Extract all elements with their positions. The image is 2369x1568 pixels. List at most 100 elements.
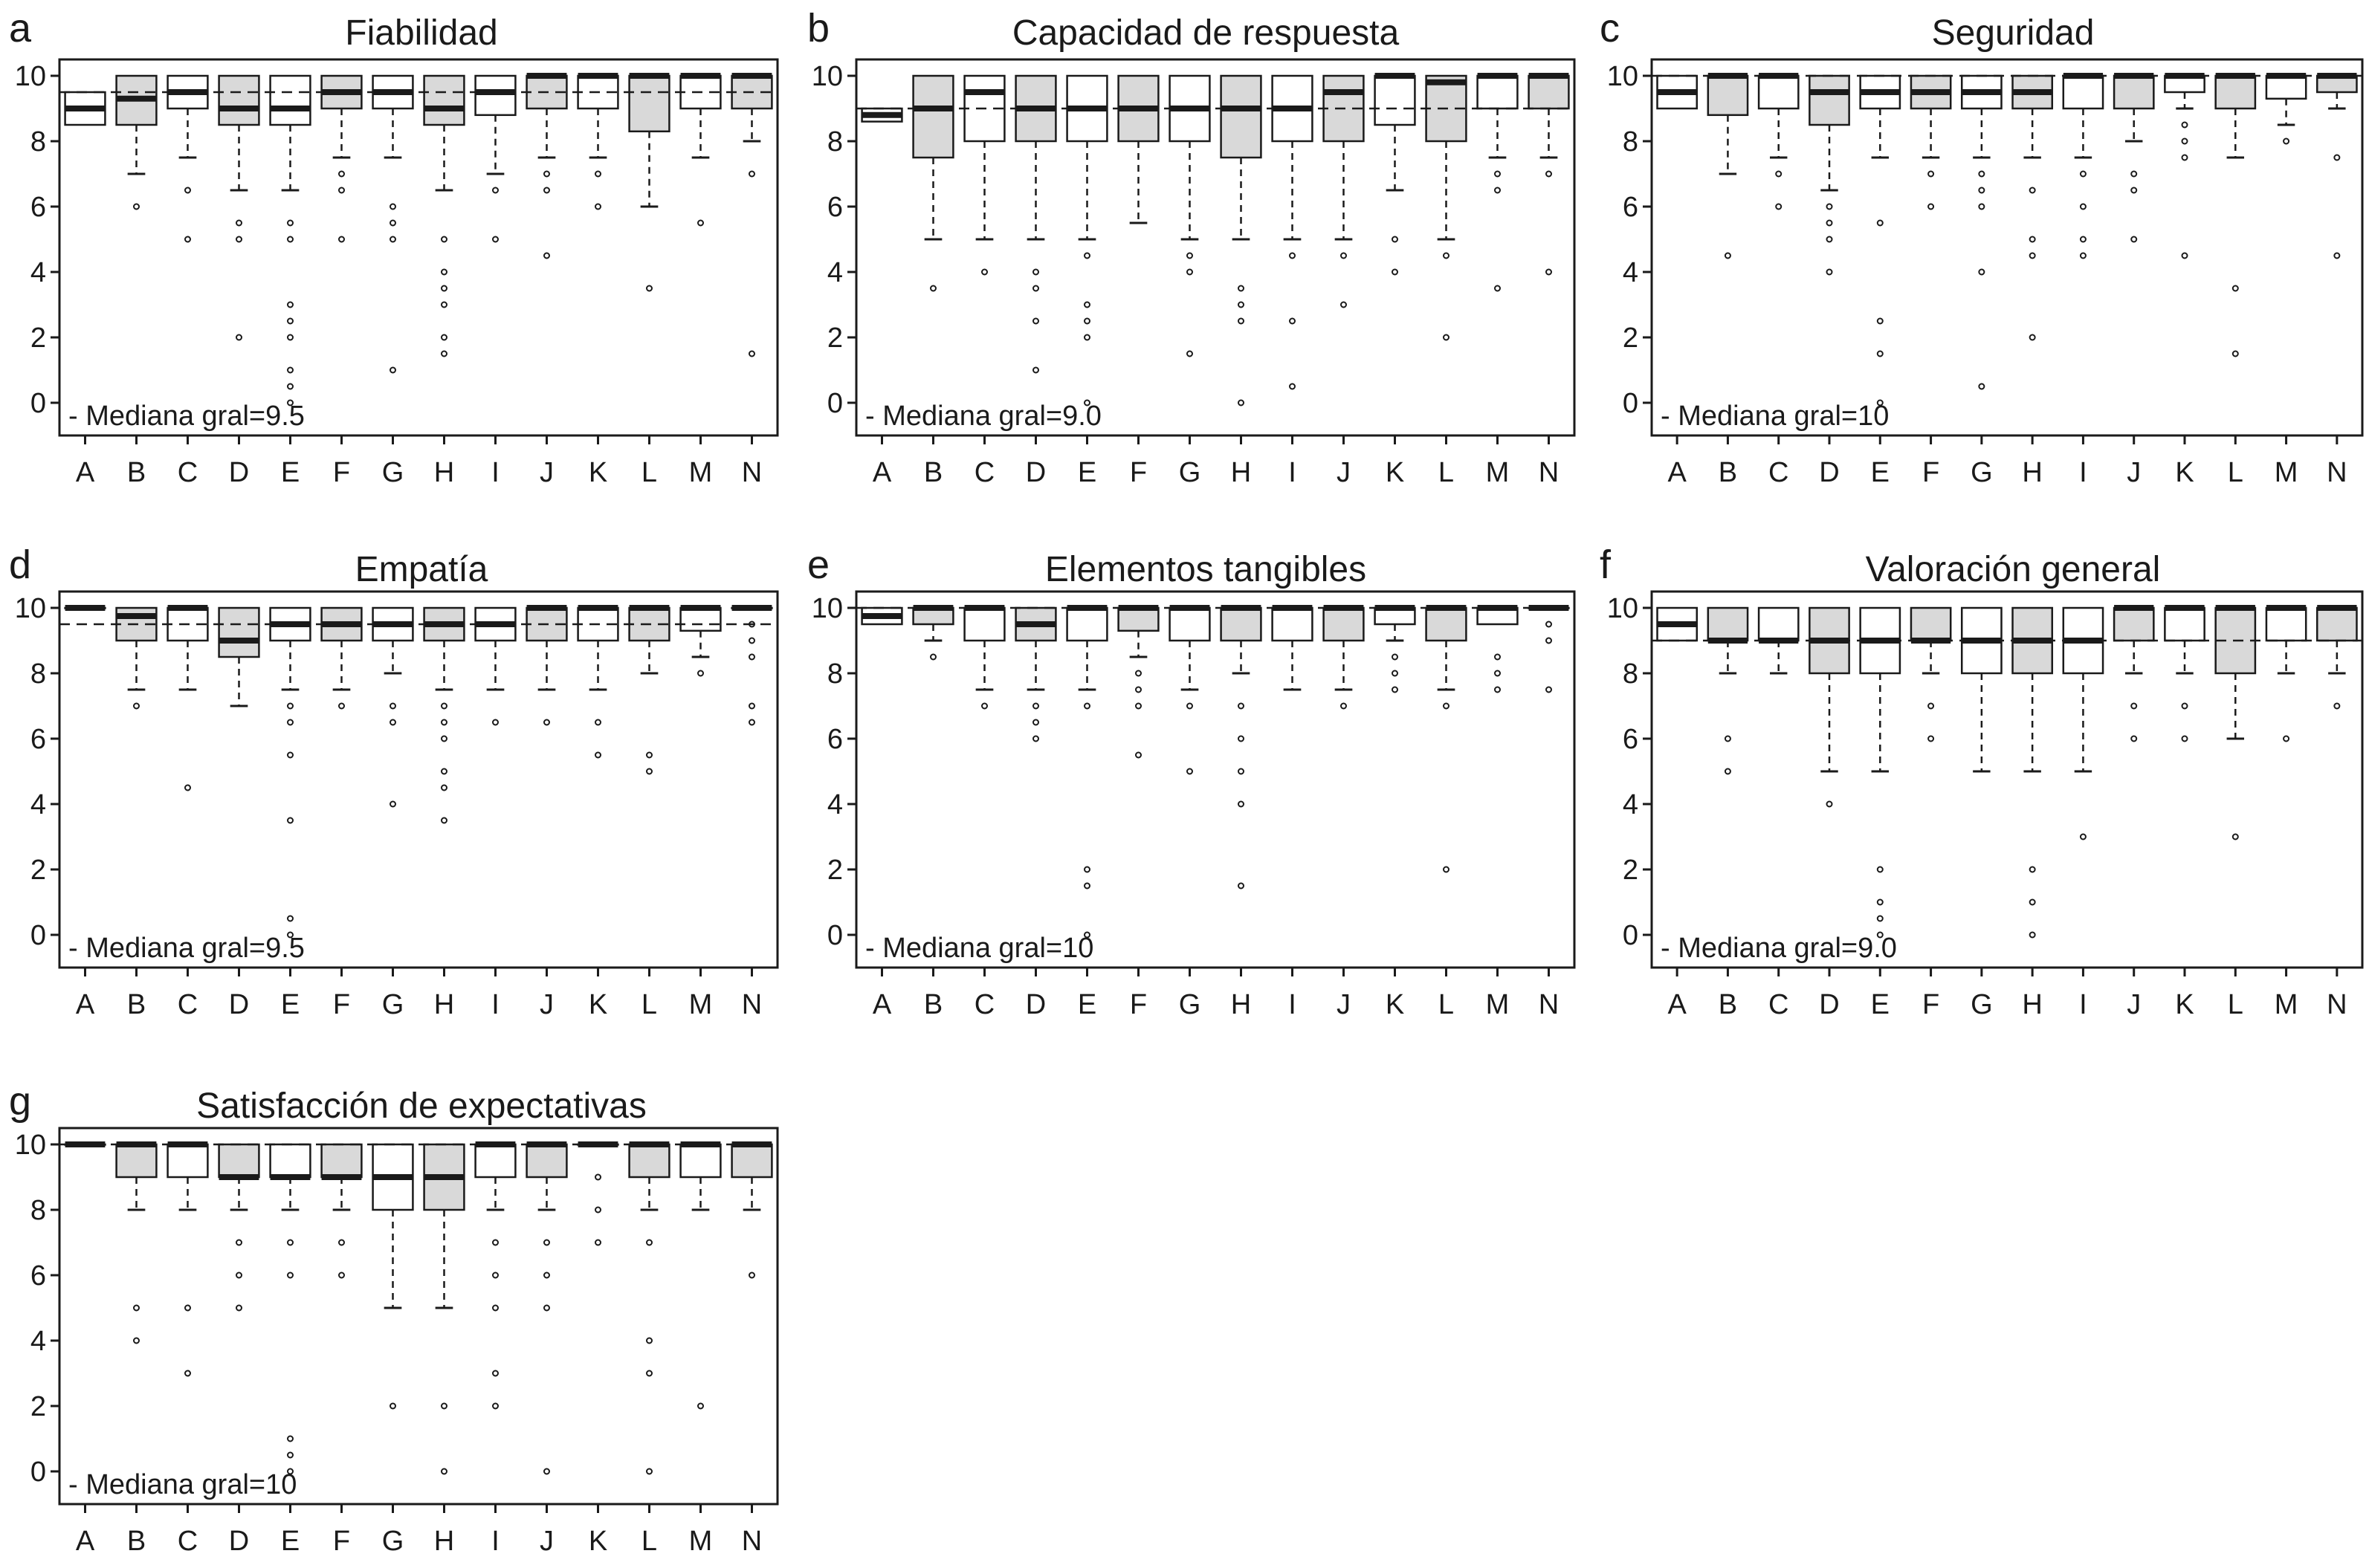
y-tick-label: 8 <box>827 126 843 158</box>
panel-e: e Elementos tangibles 0 2 4 6 8 10 A B C D E F G H I J K… <box>807 542 1576 1020</box>
x-tick-label: N <box>742 1526 762 1557</box>
panel-d: d Empatía 0 2 4 6 8 10 A B C D E F G H I J K L M N - Mediana… <box>9 542 779 1020</box>
y-tick-label: 4 <box>827 789 843 820</box>
outlier-point <box>1927 170 1935 178</box>
outlier-point <box>1238 301 1244 308</box>
outlier-point <box>338 236 345 243</box>
outlier-point <box>1826 236 1833 243</box>
outlier-point <box>492 1271 499 1279</box>
x-tick-label: K <box>1386 989 1404 1020</box>
box-body <box>912 74 954 159</box>
x-tick-label: L <box>1438 989 1454 1020</box>
panel-f: f Valoración general 0 2 4 6 8 10 A B C D E F G H I J K L… <box>1600 542 2364 1020</box>
outlier-point <box>184 236 191 243</box>
outlier-point <box>1775 170 1783 178</box>
y-tick-label: 6 <box>827 724 843 755</box>
outlier-point <box>390 702 396 710</box>
x-tick-label: F <box>333 989 350 1020</box>
y-tick-label: 4 <box>30 789 46 820</box>
outlier-point <box>1135 670 1142 677</box>
box-body <box>1169 606 1211 642</box>
x-tick-label: J <box>2127 457 2141 488</box>
plot-area: 0 2 4 6 8 10 A B C D E F G H I J K L M N - Mediana gral=10 <box>15 1127 779 1557</box>
y-tick-label: 6 <box>30 1260 46 1292</box>
outlier-point <box>492 1239 499 1246</box>
outlier-point <box>1876 898 1884 906</box>
x-tick-label: B <box>127 1526 146 1557</box>
box-D <box>218 74 260 341</box>
x-tick-label: I <box>1288 457 1296 488</box>
outlier-point <box>1978 383 1985 390</box>
y-tick-label: 2 <box>30 1391 46 1422</box>
x-tick-label: H <box>434 1526 454 1557</box>
panel-g: g Satisfacción de expectativas 0 2 4 6 8 10 A B… <box>9 1079 779 1557</box>
box-body <box>2062 74 2104 110</box>
y-tick-label: 6 <box>30 724 46 755</box>
outlier-point <box>1545 170 1552 178</box>
x-tick-label: G <box>1179 457 1201 488</box>
outlier-point <box>1032 719 1039 726</box>
box-body <box>1757 606 1800 642</box>
outlier-point <box>287 817 294 824</box>
y-tick-label: 8 <box>1623 126 1638 158</box>
outlier-point <box>287 1468 294 1475</box>
y-tick-label: 10 <box>15 1130 46 1161</box>
x-tick-label: M <box>689 989 713 1020</box>
x-tick-label: I <box>1288 989 1296 1020</box>
x-tick-label: G <box>1971 989 1993 1020</box>
outlier-point <box>1032 735 1039 742</box>
panel-letter: a <box>9 6 32 51</box>
outlier-point <box>1443 334 1449 341</box>
outlier-point <box>287 334 294 341</box>
x-tick-label: J <box>2127 989 2141 1020</box>
box-A <box>861 606 903 626</box>
y-tick-label: 10 <box>812 593 843 624</box>
x-tick-label: H <box>1231 457 1251 488</box>
x-tick-label: I <box>491 457 500 488</box>
outlier-point <box>1289 383 1296 390</box>
box-body <box>1220 606 1262 642</box>
outlier-point <box>441 334 447 341</box>
outlier-point <box>287 1451 294 1459</box>
y-tick-label: 8 <box>30 658 46 690</box>
outlier-point <box>595 751 601 759</box>
outlier-point <box>1392 653 1398 661</box>
outlier-point <box>930 285 937 292</box>
x-tick-label: M <box>1486 989 1510 1020</box>
outlier-point <box>441 735 447 742</box>
outlier-point <box>287 399 294 406</box>
x-tick-label: A <box>1667 457 1687 488</box>
outlier-point <box>441 236 447 243</box>
box-body <box>1374 74 1416 126</box>
outlier-point <box>2181 121 2188 129</box>
x-tick-label: I <box>2079 989 2087 1020</box>
panel-title: Valoración general <box>1866 550 2161 589</box>
y-tick-label: 2 <box>30 855 46 886</box>
overall-median-label: - Mediana gral=9.5 <box>68 933 305 964</box>
y-tick-label: 10 <box>1607 61 1638 92</box>
box-J <box>2113 605 2155 742</box>
box-M <box>679 1141 722 1410</box>
box-body <box>1707 74 1749 117</box>
x-tick-label: H <box>2022 457 2042 488</box>
x-tick-label: E <box>1078 989 1096 1020</box>
x-tick-label: N <box>742 457 762 488</box>
y-tick-label: 6 <box>827 192 843 223</box>
outlier-point <box>1494 686 1501 693</box>
outlier-point <box>2181 137 2188 145</box>
box-body <box>2214 74 2257 110</box>
box-N <box>731 605 773 726</box>
outlier-point <box>595 719 601 726</box>
x-tick-label: I <box>2079 457 2087 488</box>
x-tick-label: L <box>2228 457 2243 488</box>
outlier-point <box>1084 702 1090 710</box>
outlier-point <box>1724 252 1731 259</box>
outlier-point <box>236 1304 242 1312</box>
box-body <box>320 1143 363 1179</box>
x-tick-label: E <box>281 989 300 1020</box>
outlier-point <box>492 236 499 243</box>
outlier-point <box>1238 399 1244 406</box>
box-body <box>2113 74 2155 110</box>
y-tick-label: 4 <box>1623 257 1638 288</box>
box-body <box>474 1143 517 1179</box>
